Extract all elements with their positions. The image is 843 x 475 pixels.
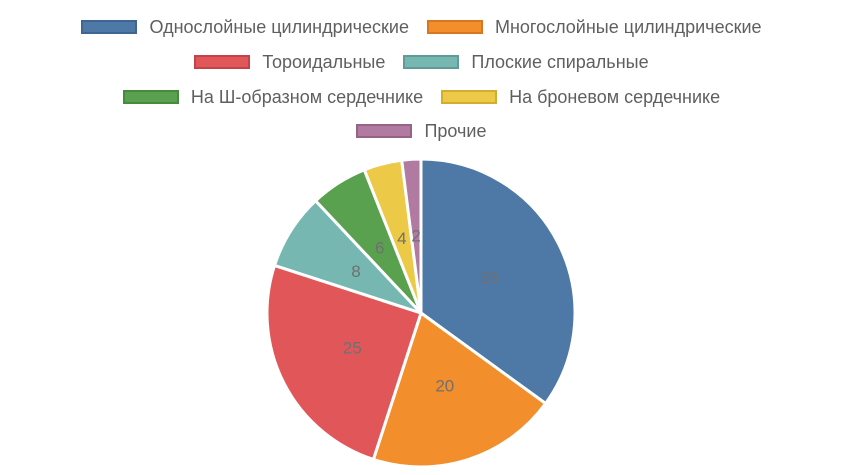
legend-swatch — [356, 124, 413, 138]
slice-value-label: 6 — [375, 238, 384, 257]
legend-swatch — [403, 55, 460, 69]
pie-slices — [265, 157, 577, 469]
legend-item[interactable]: Плоские спиральные — [403, 51, 649, 73]
slice-value-label: 25 — [343, 338, 362, 357]
legend-item[interactable]: Тороидальные — [194, 52, 385, 73]
legend-label: На броневом сердечнике — [509, 86, 721, 107]
legend-item[interactable]: Многослойные цилиндрические — [426, 16, 762, 38]
slice-value-label: 4 — [397, 229, 406, 248]
legend-item[interactable]: Однослойные цилиндрические — [81, 16, 409, 38]
legend-label: На Ш-образном сердечнике — [190, 86, 424, 107]
slice-value-label: 8 — [351, 262, 360, 281]
legend-swatch — [194, 55, 251, 69]
slice-value-label: 2 — [411, 227, 420, 246]
legend-label: Многослойные цилиндрические — [494, 16, 762, 37]
legend-label: Плоские спиральные — [471, 51, 649, 72]
legend-label: Прочие — [424, 120, 487, 141]
slice-value-label: 35 — [480, 269, 499, 288]
legend-label: Тороидальные — [262, 51, 386, 72]
legend-swatch — [81, 20, 138, 34]
legend-item[interactable]: На броневом сердечнике — [441, 87, 720, 108]
pie-slice[interactable] — [400, 157, 423, 315]
legend-swatch — [426, 20, 483, 34]
legend-label: Однослойные цилиндрические — [149, 16, 409, 37]
legend-swatch — [441, 90, 498, 104]
pie-data-labels: 35 20 25 864 2 — [343, 227, 499, 396]
legend-item[interactable]: Прочие — [356, 120, 487, 142]
legend-swatch — [122, 90, 179, 104]
pie-slice[interactable] — [371, 311, 548, 469]
pie-slice[interactable] — [419, 157, 577, 406]
pie-slice[interactable] — [265, 263, 423, 461]
legend-item[interactable]: На Ш-образном сердечнике — [122, 86, 424, 108]
slice-value-label: 20 — [435, 377, 454, 396]
